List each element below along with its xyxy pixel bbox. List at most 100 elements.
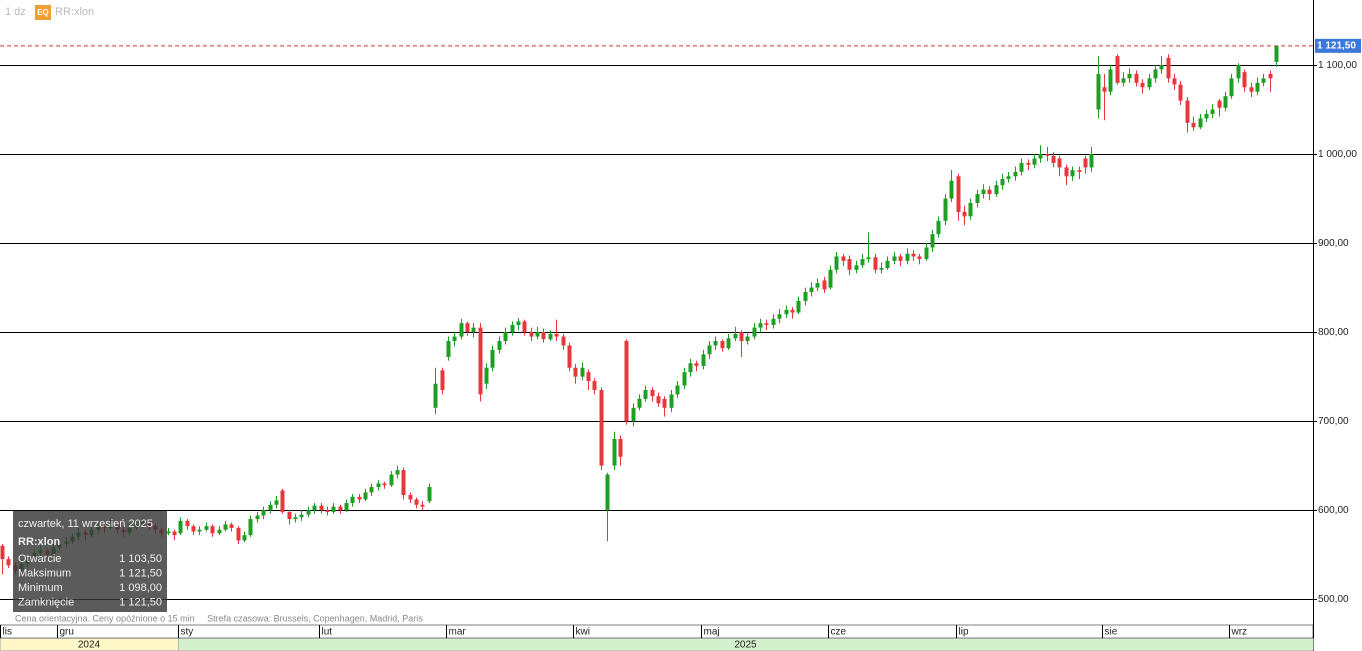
candle-body [739,332,744,341]
candle-body [968,202,973,217]
candle-body [1134,73,1139,83]
candle-body [650,389,655,397]
candle-body [1064,167,1069,177]
candle-body [662,398,667,408]
candle-body [287,511,292,520]
tooltip-row-value: 1 121,50 [119,567,162,579]
candle-body [1191,122,1196,128]
candle-body [669,394,674,408]
candle-body [490,349,495,368]
candle-body [752,327,757,337]
candle-body [172,531,177,536]
candle-body [943,198,948,221]
candle-body [936,220,941,235]
candle-body [873,257,878,270]
candle-body [599,389,604,466]
candle-body [631,407,636,422]
tooltip-row-value: 1 121,50 [119,596,162,608]
candle-body [713,340,718,346]
candle-body [771,318,776,325]
interval[interactable]: 1 dz [5,6,26,18]
y-tick-label: 800,00 [1318,327,1349,338]
candle-body [784,309,789,315]
plot-area [0,45,1313,600]
candle-body [580,367,585,377]
candle-body [822,280,827,290]
candle-body [210,526,215,534]
candle-body [1013,171,1018,177]
candle-body [350,496,355,504]
candle-body [484,367,489,384]
candle-body [1000,178,1005,186]
candle-body [1172,78,1177,85]
candle-body [866,257,871,260]
candle-body [917,256,922,260]
candle-body [879,267,884,270]
candle-body [930,234,935,248]
candle-body [1255,82,1260,92]
candle-body [777,314,782,319]
candle-body [758,323,763,328]
candle-body [452,336,457,341]
candle-body [675,385,680,395]
candle-body [1140,82,1145,88]
candle-body [956,176,961,212]
candle-body [911,253,916,257]
candle-body [440,370,445,390]
candle-body [688,363,693,373]
candle-body [166,531,171,534]
x-tick-label: lut [322,627,333,638]
candle-body [898,256,903,261]
note: Cena orientacyjna. Ceny opóźnione o 15 m… [15,613,423,623]
symbol: RR:xlon [55,6,94,18]
candle-body [1089,154,1094,168]
candle-body [694,363,699,366]
candle-body [1185,100,1190,123]
y-tick-label: 1 100,00 [1318,60,1357,71]
candle-body [382,483,387,486]
candle-body [1051,155,1056,163]
x-tick-label: mar [449,627,467,638]
candle-body [1077,170,1082,172]
x-tick-label: maj [704,627,720,638]
candle-body [1198,118,1203,128]
candle-body [726,338,731,349]
y-tick-label: 900,00 [1318,238,1349,249]
candle-body [1057,158,1062,168]
candle-body [389,474,394,486]
candle-body [344,503,349,511]
badge-box [35,5,51,20]
tooltip-row-value: 1 098,00 [119,582,162,594]
candle-body [612,438,617,466]
tooltip-row-label: Otwarcie [18,553,61,565]
candle-body [924,247,929,260]
candle-body [815,283,820,288]
candle-body [796,300,801,313]
candle-body [1096,73,1101,110]
candle-body [1261,78,1266,83]
candle-body [401,470,406,496]
candle-body [1210,109,1215,114]
candle-body [197,529,202,532]
candle-body [255,515,260,520]
candle-body [618,438,623,457]
candle-body [975,194,980,203]
candle-body [280,490,285,512]
candle-body [707,345,712,355]
candle-body [299,514,304,518]
x-tick-label: wrz [1231,627,1248,638]
candle-body [1159,64,1164,70]
candle-body [733,333,738,339]
y-tick-label: 1 000,00 [1318,149,1357,160]
x-tick-label: sty [181,627,194,638]
candle-body [541,332,546,340]
candle-body [1229,78,1234,97]
candle-body [325,510,330,512]
tooltip-row-label: Zamknięcie [18,596,74,608]
candle-body [701,354,706,366]
candle-body [293,517,298,520]
candle-body [834,256,839,270]
candle-body [1115,56,1120,83]
x-tick-label: lis [3,627,12,638]
candle-body [465,323,470,333]
